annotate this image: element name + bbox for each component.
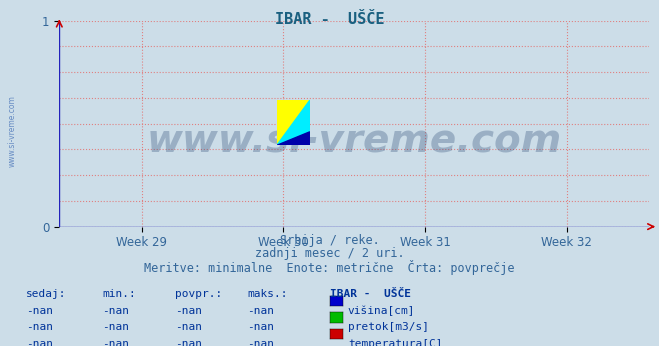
Text: -nan: -nan (26, 306, 53, 316)
Text: IBAR -  UŠČE: IBAR - UŠČE (330, 289, 411, 299)
Text: -nan: -nan (26, 339, 53, 346)
Text: sedaj:: sedaj: (26, 289, 67, 299)
Text: -nan: -nan (175, 322, 202, 332)
Text: višina[cm]: višina[cm] (348, 306, 415, 316)
Text: Srbija / reke.: Srbija / reke. (279, 234, 380, 247)
Text: -nan: -nan (102, 322, 129, 332)
Text: -nan: -nan (175, 306, 202, 316)
Text: -nan: -nan (247, 322, 274, 332)
Text: -nan: -nan (26, 322, 53, 332)
Polygon shape (277, 132, 310, 145)
Text: IBAR -  UŠČE: IBAR - UŠČE (275, 12, 384, 27)
Text: temperatura[C]: temperatura[C] (348, 339, 442, 346)
Text: min.:: min.: (102, 289, 136, 299)
Text: zadnji mesec / 2 uri.: zadnji mesec / 2 uri. (254, 247, 405, 260)
Text: maks.:: maks.: (247, 289, 287, 299)
Text: -nan: -nan (102, 339, 129, 346)
Text: www.si-vreme.com: www.si-vreme.com (146, 121, 562, 159)
Text: Meritve: minimalne  Enote: metrične  Črta: povprečje: Meritve: minimalne Enote: metrične Črta:… (144, 260, 515, 275)
Text: www.si-vreme.com: www.si-vreme.com (8, 95, 17, 167)
Text: -nan: -nan (247, 339, 274, 346)
Text: povpr.:: povpr.: (175, 289, 222, 299)
Polygon shape (277, 100, 310, 145)
Polygon shape (277, 100, 310, 145)
Text: -nan: -nan (102, 306, 129, 316)
Text: pretok[m3/s]: pretok[m3/s] (348, 322, 429, 332)
Text: -nan: -nan (247, 306, 274, 316)
Text: -nan: -nan (175, 339, 202, 346)
